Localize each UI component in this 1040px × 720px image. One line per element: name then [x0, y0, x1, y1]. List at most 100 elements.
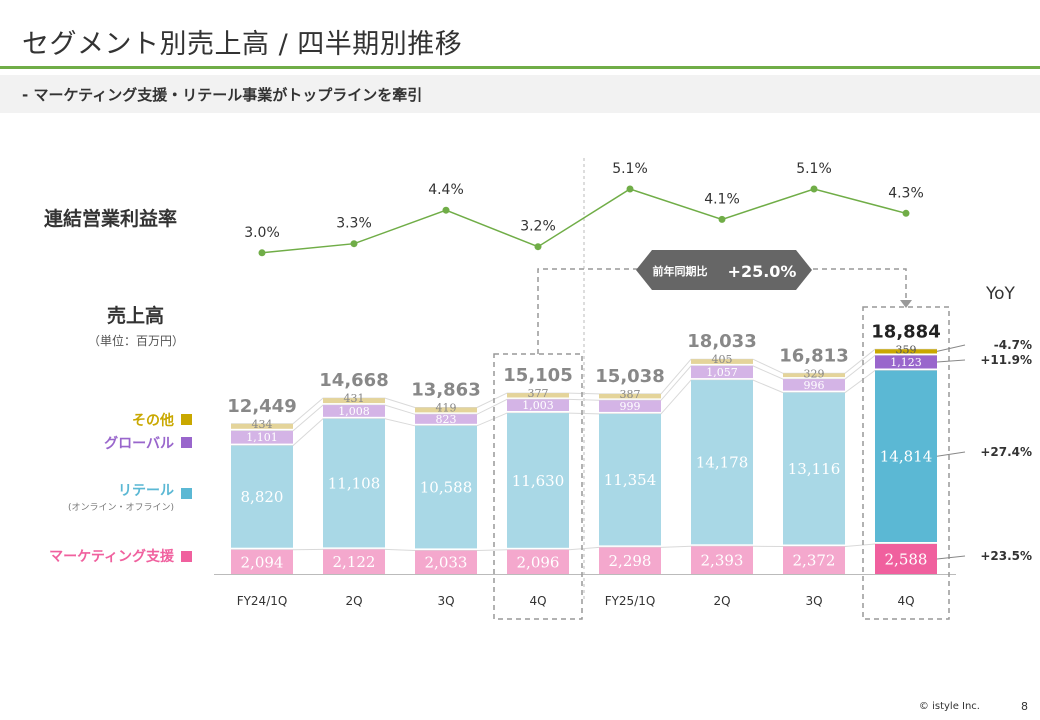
operating-margin-point-3 — [534, 243, 542, 251]
bar-label-2-4: 999 — [620, 400, 641, 413]
bar-2-1 — [323, 405, 385, 417]
bar-label-3-7: 359 — [896, 343, 917, 356]
operating-margin-point-5 — [718, 215, 726, 223]
operating-margin-label-1: 3.3% — [336, 216, 372, 232]
bar-3-7 — [875, 349, 937, 354]
category-label-3: 4Q — [529, 594, 546, 608]
bar-3-3 — [507, 393, 569, 398]
bar-1-7 — [875, 370, 937, 542]
category-label-6: 3Q — [805, 594, 822, 608]
category-label-5: 2Q — [713, 594, 730, 608]
bar-label-0-0: 2,094 — [241, 553, 284, 571]
category-label-4: FY25/1Q — [605, 594, 656, 608]
operating-margin-point-0 — [258, 249, 266, 257]
bar-label-3-4: 387 — [620, 388, 641, 401]
bar-label-1-7: 14,814 — [880, 448, 933, 466]
bar-label-2-0: 1,101 — [246, 431, 278, 444]
bar-label-2-5: 1,057 — [706, 366, 738, 379]
bar-label-1-4: 11,354 — [604, 471, 657, 489]
bar-2-2 — [415, 414, 477, 424]
bar-0-0 — [231, 549, 293, 574]
yoy-leader-3 — [936, 555, 966, 560]
bar-label-3-6: 329 — [804, 367, 825, 380]
operating-margin-label-6: 5.1% — [796, 161, 832, 177]
total-label-2: 13,863 — [411, 380, 480, 401]
bar-3-2 — [415, 407, 477, 413]
yoy-bracket — [537, 268, 907, 354]
page-title: セグメント別売上高 / 四半期別推移 — [22, 29, 463, 60]
legend-retail-label: リテール — [118, 483, 174, 499]
bar-label-0-5: 2,393 — [701, 552, 744, 570]
bar-label-0-7: 2,588 — [885, 550, 928, 568]
total-label-3: 15,105 — [503, 365, 572, 386]
yoy-leader-2 — [936, 451, 966, 457]
total-label-6: 16,813 — [779, 345, 848, 366]
yoy-callout-prefix: 前年同期比 — [653, 264, 708, 278]
bar-label-2-1: 1,008 — [338, 405, 370, 418]
bar-label-1-2: 10,588 — [420, 479, 473, 497]
bar-label-0-1: 2,122 — [333, 553, 376, 571]
bar-label-3-2: 419 — [436, 402, 457, 415]
category-label-1: 2Q — [345, 594, 362, 608]
operating-margin-label-4: 5.1% — [612, 161, 648, 177]
bar-1-0 — [231, 445, 293, 548]
bar-0-4 — [599, 547, 661, 574]
bar-label-3-0: 434 — [252, 418, 273, 431]
page-subtitle: ‐ マーケティング支援・リテール事業がトップラインを牽引 — [22, 86, 423, 104]
legend-other-label: その他 — [132, 413, 174, 429]
subtitle-bar — [0, 75, 1040, 113]
sales-label: 売上高 — [107, 305, 165, 327]
yoy-callout-badge — [636, 250, 812, 290]
yoy-leader-0 — [936, 344, 966, 352]
bar-label-2-2: 823 — [436, 413, 457, 426]
bar-3-4 — [599, 393, 661, 399]
bar-label-2-6: 996 — [804, 379, 825, 392]
total-label-5: 18,033 — [687, 331, 756, 352]
total-label-4: 15,038 — [595, 366, 664, 387]
bar-1-6 — [783, 392, 845, 545]
bar-label-0-2: 2,033 — [425, 554, 468, 572]
bar-0-1 — [323, 549, 385, 574]
bar-0-3 — [507, 549, 569, 574]
copyright: © istyle Inc. — [918, 701, 980, 712]
yoy-label-1: +11.9% — [980, 353, 1032, 367]
yoy-label-3: +23.5% — [980, 549, 1032, 563]
category-label-2: 3Q — [437, 594, 454, 608]
bar-2-5 — [691, 365, 753, 379]
legend-retail-swatch — [181, 488, 192, 499]
unit-label: （単位：百万円） — [88, 334, 185, 348]
bar-2-0 — [231, 430, 293, 444]
legend-retail-sub: (オンライン・オフライン) — [67, 503, 174, 513]
bar-3-5 — [691, 359, 753, 364]
operating-margin-point-4 — [626, 185, 634, 193]
bar-1-3 — [507, 413, 569, 548]
operating-margin-label-7: 4.3% — [888, 185, 924, 201]
total-label-1: 14,668 — [319, 370, 388, 391]
highlight-box-fy25-4q — [862, 306, 950, 620]
highlight-box-fy24-4q — [493, 353, 583, 620]
bar-0-5 — [691, 546, 753, 574]
bar-label-0-4: 2,298 — [609, 552, 652, 570]
category-label-0: FY24/1Q — [237, 594, 288, 608]
bar-label-2-3: 1,003 — [522, 399, 554, 412]
bar-label-1-3: 11,630 — [512, 472, 565, 490]
bar-2-4 — [599, 400, 661, 412]
bar-1-2 — [415, 425, 477, 549]
bar-0-6 — [783, 546, 845, 574]
bar-1-5 — [691, 380, 753, 545]
bar-label-1-6: 13,116 — [788, 460, 841, 478]
bar-0-7 — [875, 544, 937, 574]
operating-margin-label-2: 4.4% — [428, 182, 464, 198]
bracket-arrow — [900, 300, 912, 308]
yoy-label-0: -4.7% — [994, 338, 1032, 352]
bar-label-3-1: 431 — [344, 392, 365, 405]
bar-2-6 — [783, 379, 845, 391]
legend-global-swatch — [181, 437, 192, 448]
operating-margin-line — [261, 188, 907, 254]
bar-label-0-6: 2,372 — [793, 552, 836, 570]
yoy-callout-value: +25.0% — [728, 262, 797, 281]
legend-marketing-swatch — [181, 551, 192, 562]
operating-margin-point-7 — [902, 209, 910, 217]
operating-margin-label-0: 3.0% — [244, 225, 280, 241]
